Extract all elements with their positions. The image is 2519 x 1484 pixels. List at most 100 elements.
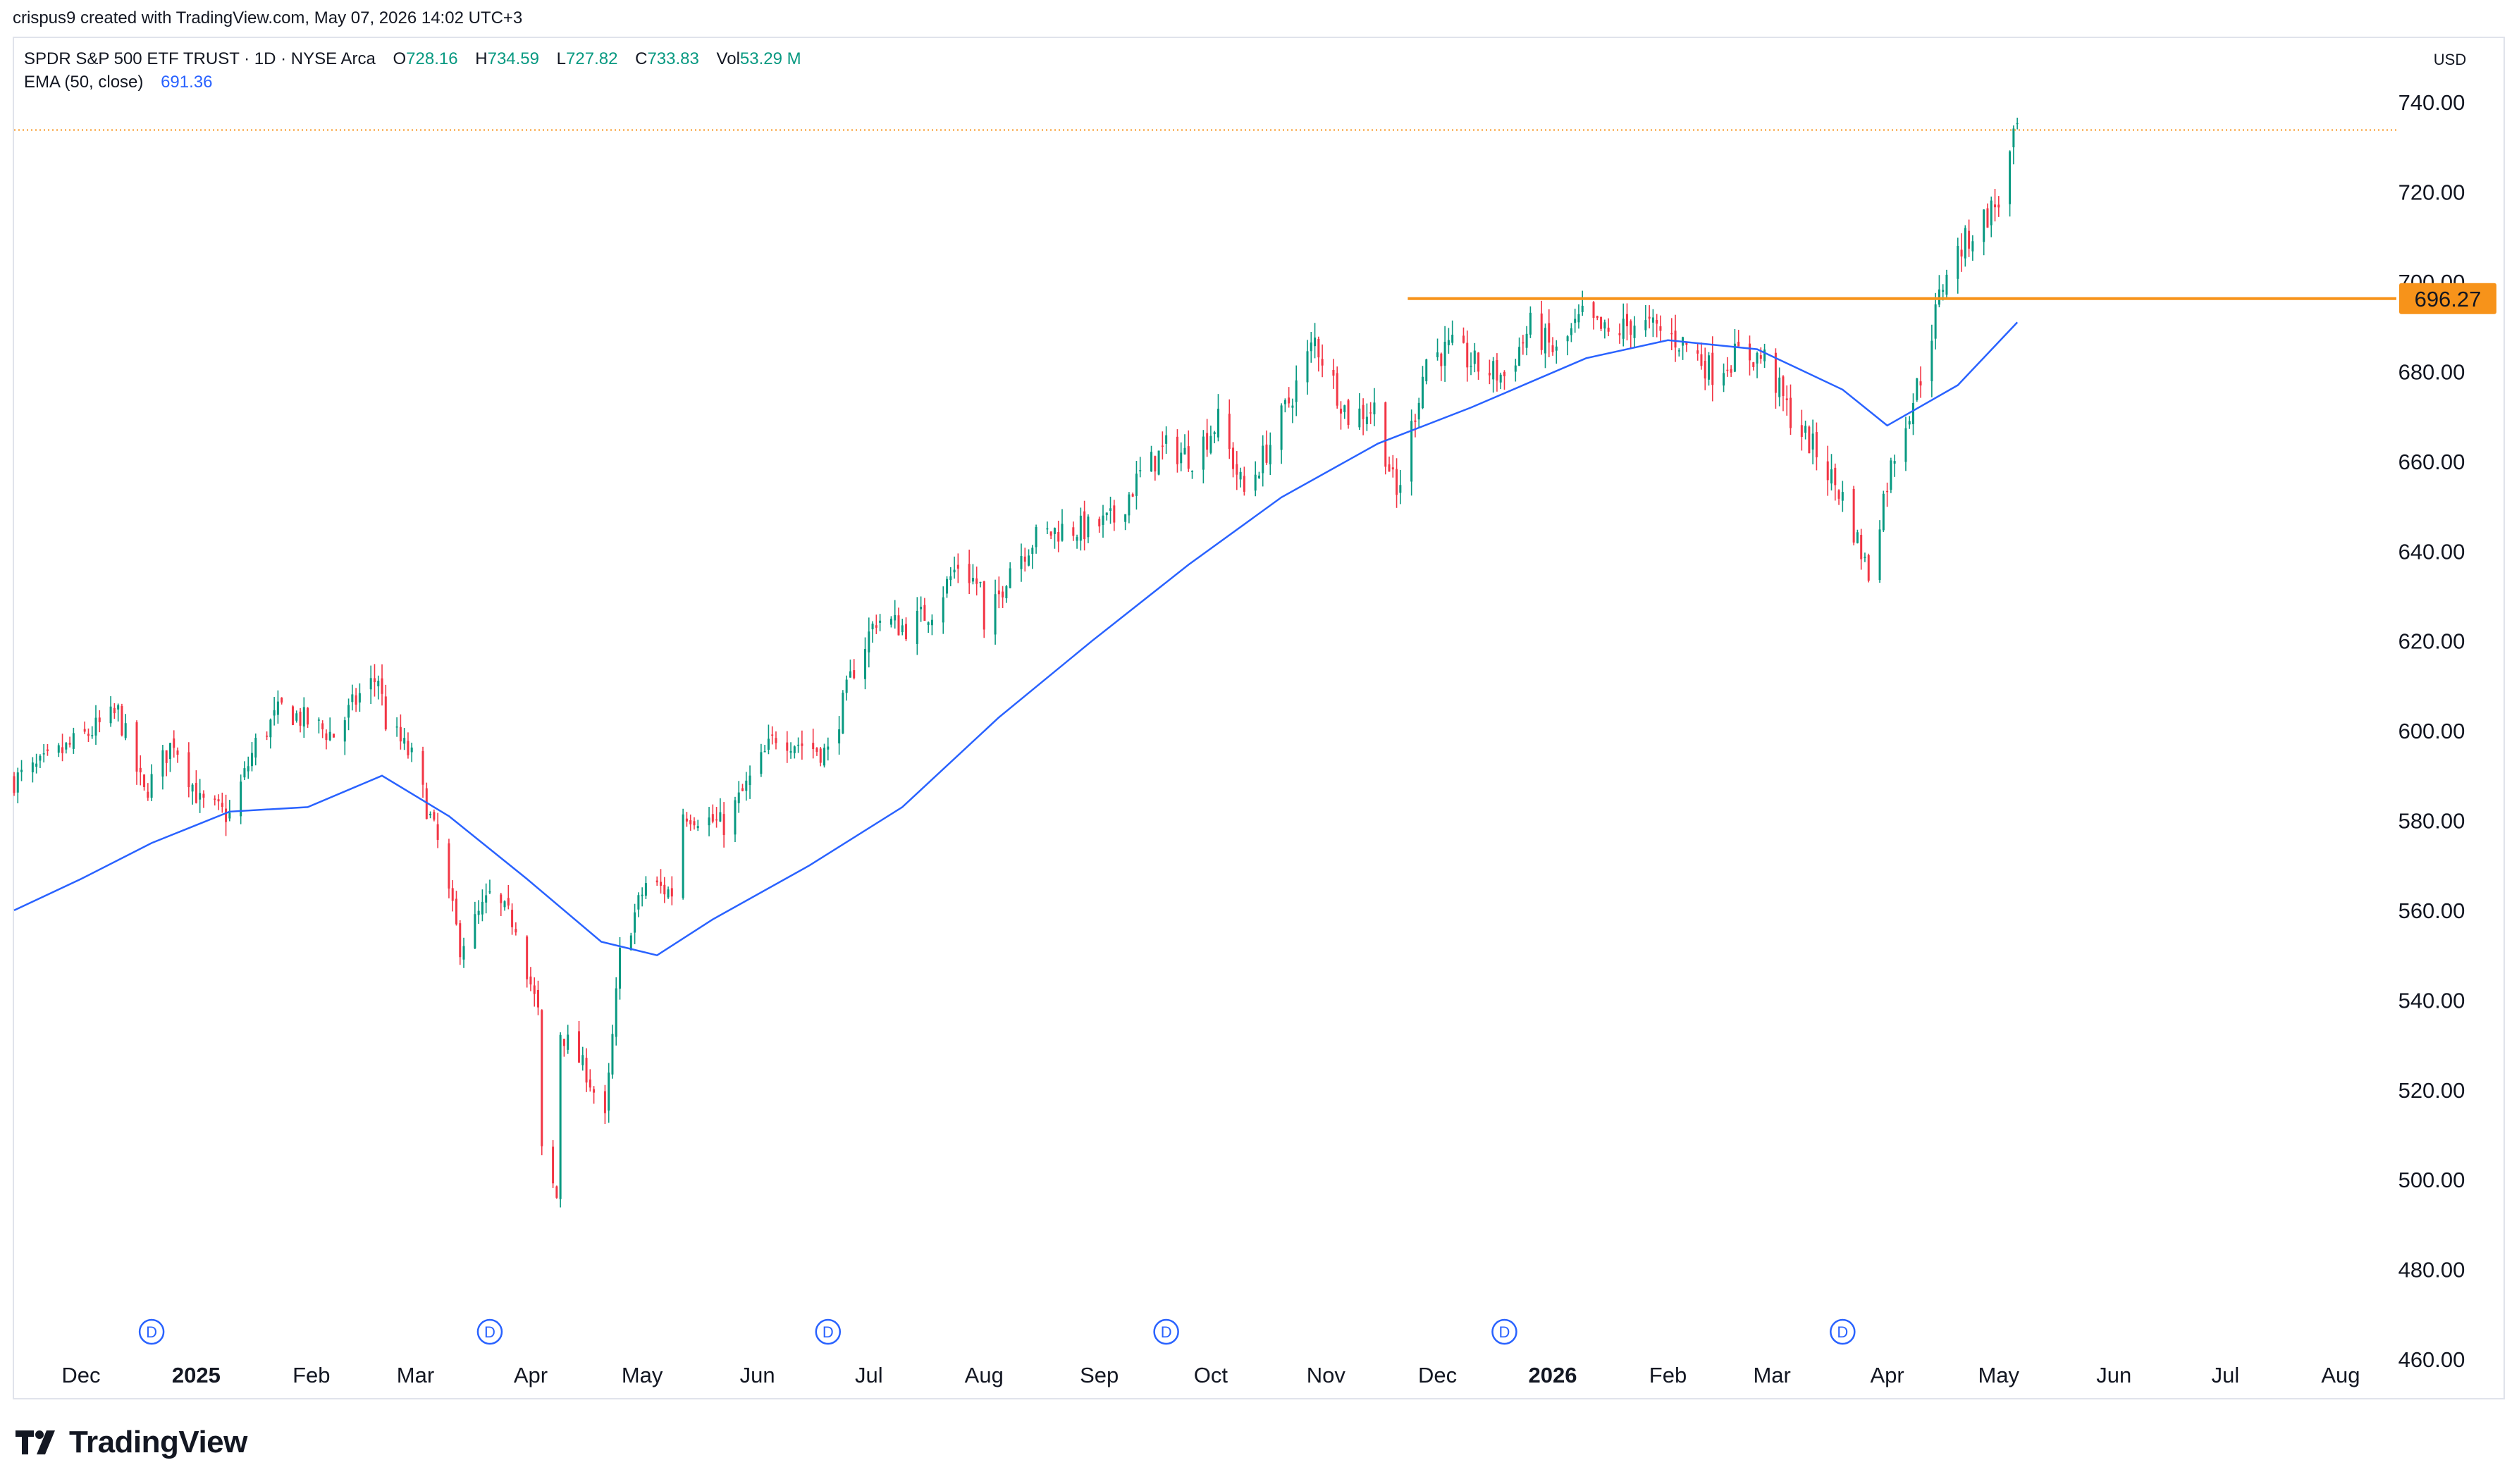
candle-body <box>20 769 23 772</box>
candle-body <box>1083 511 1086 540</box>
candle-body <box>771 734 774 736</box>
candle-body <box>1076 537 1078 541</box>
candle-body <box>1625 314 1628 326</box>
candle-body <box>109 706 112 724</box>
candle-body <box>1440 353 1443 366</box>
candle-body <box>1685 342 1688 345</box>
candle-body <box>1890 460 1892 490</box>
candle-body <box>1295 380 1298 402</box>
candle-body <box>191 784 194 792</box>
dividend-marker[interactable] <box>1830 1318 1856 1345</box>
time-tick-label: Jun <box>740 1363 775 1387</box>
candle-body <box>1759 355 1762 359</box>
candle-body <box>61 747 64 753</box>
candle-body <box>1763 350 1766 361</box>
candle-body <box>1916 378 1918 400</box>
candle-body <box>1837 490 1840 499</box>
candle-body <box>1466 342 1469 368</box>
candle-body <box>1135 474 1138 496</box>
candle-body <box>1841 492 1844 501</box>
candle-body <box>1707 355 1710 380</box>
candle-body <box>1864 557 1866 558</box>
candle-body <box>1157 450 1160 475</box>
price-tick-label: 640.00 <box>2398 539 2465 564</box>
candle-body <box>1399 485 1402 493</box>
candle-body <box>247 766 250 772</box>
candle-body <box>1711 352 1714 385</box>
candle-body <box>1496 359 1498 381</box>
currency-button[interactable]: USD <box>2405 42 2495 78</box>
candle-body <box>1213 432 1216 435</box>
dividend-marker[interactable] <box>1153 1318 1179 1345</box>
dividend-marker[interactable] <box>1491 1318 1517 1345</box>
candle-body <box>276 701 279 715</box>
dividend-marker[interactable] <box>476 1318 503 1345</box>
price-tick-label: 660.00 <box>2398 450 2465 474</box>
candle-body <box>1347 400 1350 425</box>
candle-body <box>1677 350 1680 352</box>
candle-body <box>696 826 699 829</box>
candle-body <box>488 891 491 893</box>
candle-body <box>1603 322 1606 329</box>
time-tick-label: Apr <box>1870 1363 1904 1387</box>
candle-body <box>1811 433 1814 450</box>
time-tick-label: Dec <box>61 1363 100 1387</box>
candle-body <box>2009 151 2012 204</box>
candle-body <box>619 948 622 989</box>
candle-body <box>250 753 253 767</box>
candle-body <box>589 1079 591 1088</box>
tradingview-logo-icon <box>16 1430 55 1454</box>
dividend-marker-label: D <box>1161 1323 1172 1341</box>
candle-body <box>559 1034 562 1199</box>
candle-body <box>1938 289 1940 305</box>
candle-body <box>1596 316 1599 319</box>
candle-body <box>1574 319 1577 323</box>
candle-body <box>254 738 257 758</box>
candle-body <box>1730 369 1732 373</box>
time-axis: Dec 2025 Feb Mar Apr May Jun Jul Aug Sep Oct Nov Dec… <box>61 1363 2360 1387</box>
price-tick-label: 500.00 <box>2398 1168 2465 1192</box>
candle-body <box>849 671 851 678</box>
candle-body <box>328 731 331 741</box>
candle-body <box>1321 359 1324 366</box>
candle-body <box>1280 405 1283 450</box>
candle-body <box>1150 452 1153 472</box>
candle-body <box>897 615 900 636</box>
candle-body <box>879 620 882 623</box>
candle-body <box>871 624 874 630</box>
legend-ema-label[interactable]: EMA (50, close) <box>24 73 144 92</box>
candle-body <box>983 581 985 630</box>
candle-body <box>763 751 766 753</box>
candle-body <box>1209 435 1212 453</box>
candle-body <box>1789 397 1792 428</box>
candle-body <box>663 884 666 895</box>
candle-body <box>1752 362 1755 367</box>
candle-body <box>113 707 116 714</box>
candle-body <box>1232 447 1235 469</box>
candle-body <box>1206 433 1209 450</box>
candle-body <box>1109 508 1112 511</box>
candle-body <box>1477 352 1480 372</box>
candle-body <box>956 564 959 569</box>
candle-body <box>1317 339 1320 358</box>
candle-body <box>1087 517 1090 538</box>
candle-body <box>1035 526 1037 548</box>
candle-body <box>485 895 488 903</box>
candle-body <box>1566 336 1569 342</box>
candle-body <box>65 743 68 750</box>
legend-symbol[interactable]: SPDR S&P 500 ETF TRUST · 1D · NYSE Arca <box>24 49 376 68</box>
candle-body <box>72 733 75 749</box>
candle-body <box>1919 381 1922 386</box>
dividend-marker[interactable] <box>815 1318 842 1345</box>
dividend-marker[interactable] <box>138 1318 165 1345</box>
time-tick-label: Mar <box>1753 1363 1790 1387</box>
candle-body <box>384 696 387 730</box>
time-tick-label: Jul <box>855 1363 883 1387</box>
candle-body <box>1930 340 1933 382</box>
candle-body <box>1165 435 1168 444</box>
candle-body <box>1023 556 1026 562</box>
candle-body <box>448 843 450 889</box>
candle-body <box>693 821 696 826</box>
